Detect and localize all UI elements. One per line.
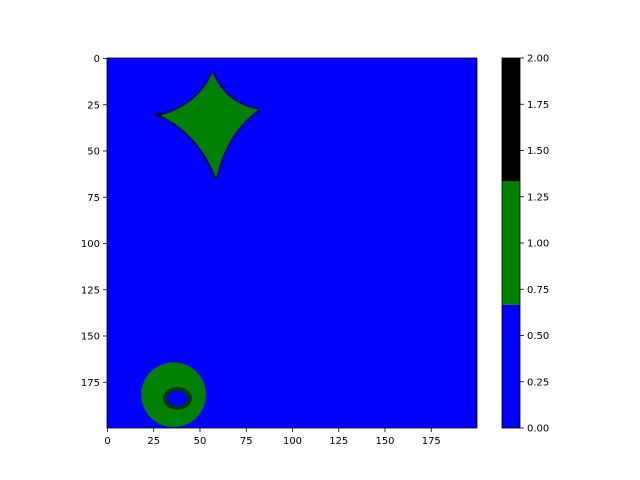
y-tick-label: 75 xyxy=(87,193,100,204)
colorbar-tick-label: 0.75 xyxy=(527,285,549,296)
plot-frame xyxy=(106,57,478,429)
x-tick-label: 25 xyxy=(147,436,160,447)
x-tick-label: 0 xyxy=(104,436,110,447)
region-blob-group xyxy=(141,362,206,428)
x-axis: 0 25 50 75 100 125 150 175 xyxy=(104,428,441,447)
colorbar-tick-label: 1.75 xyxy=(527,100,549,111)
colorbar-tick-label: 1.00 xyxy=(527,239,549,250)
colorbar-segment xyxy=(502,304,520,428)
colorbar-tick-label: 1.50 xyxy=(527,146,549,157)
x-tick-label: 125 xyxy=(329,436,348,447)
y-tick-label: 175 xyxy=(81,378,100,389)
colorbar: 0.00 0.25 0.50 0.75 1.00 1.25 1.50 1.75 2.00 xyxy=(501,54,549,435)
y-tick-label: 0 xyxy=(94,54,100,65)
x-tick-label: 50 xyxy=(194,436,207,447)
y-tick-label: 150 xyxy=(81,332,100,343)
region-diamond xyxy=(160,72,259,179)
x-tick-label: 175 xyxy=(422,436,441,447)
y-tick-label: 25 xyxy=(87,100,100,111)
colorbar-tick-label: 0.00 xyxy=(527,424,549,435)
colorbar-tick-label: 0.50 xyxy=(527,331,549,342)
colorbar-tick-label: 0.25 xyxy=(527,377,549,388)
y-tick-label: 125 xyxy=(81,285,100,296)
heatmap-regions xyxy=(141,71,266,428)
y-axis: 0 25 50 75 100 125 150 175 xyxy=(81,54,107,389)
x-tick-label: 150 xyxy=(375,436,394,447)
y-tick-label: 50 xyxy=(87,147,100,158)
colorbar-segment xyxy=(502,181,520,305)
colorbar-tick-label: 1.25 xyxy=(527,192,549,203)
x-tick-label: 100 xyxy=(283,436,302,447)
y-tick-label: 100 xyxy=(81,239,100,250)
colorbar-segment xyxy=(502,58,520,182)
plot-area xyxy=(106,57,478,429)
colorbar-tick-label: 2.00 xyxy=(527,54,549,65)
x-tick-label: 75 xyxy=(240,436,253,447)
region-blob-hole xyxy=(166,390,188,407)
